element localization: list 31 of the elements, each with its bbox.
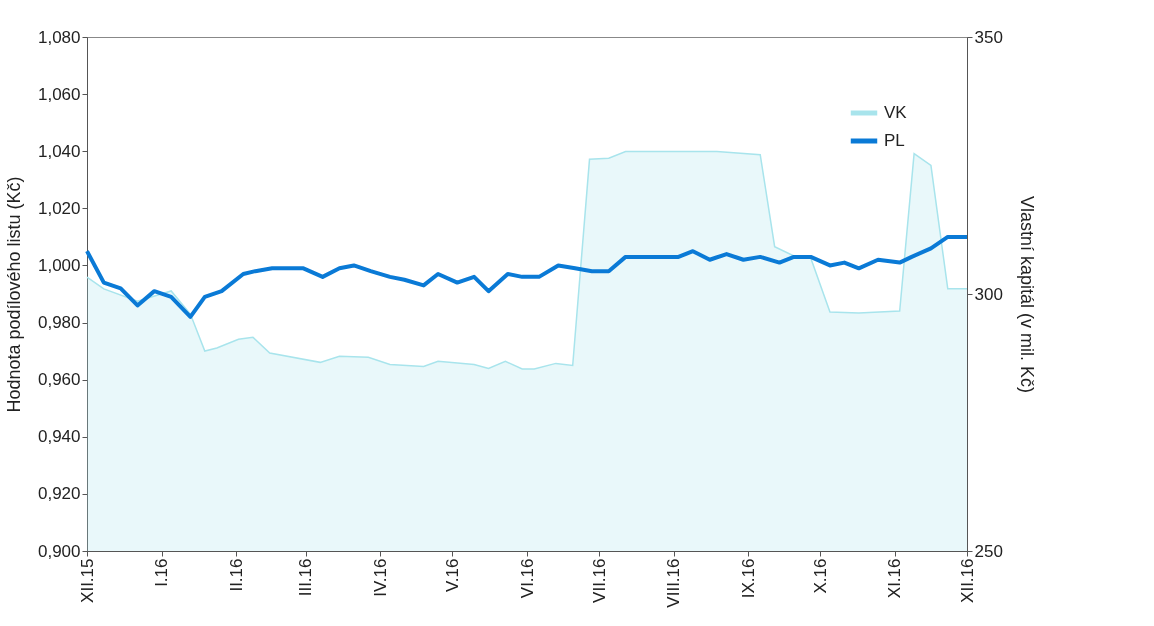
x-tick-label: XI.16 [885,558,905,599]
y2-tick-label: 250 [974,541,1003,561]
x-tick-label: VI.16 [517,558,537,599]
x-tick-label: III.16 [296,558,316,597]
x-tick-label: VII.16 [589,558,609,603]
x-tick-label: I.16 [152,558,172,587]
y-tick-label: 1,000 [37,255,81,275]
x-tick-label: IV.16 [370,558,390,597]
x-tick-label: XII.16 [957,558,977,603]
y2-tick-label: 300 [974,284,1003,304]
y-tick-label: 0,960 [37,370,81,390]
y-tick-label: 1,020 [37,198,81,218]
legend-label: VK [884,103,908,122]
x-tick-label: V.16 [442,558,462,592]
y-tick-label: 0,980 [37,313,81,333]
y-tick-label: 1,080 [37,27,81,47]
legend-label: PL [884,131,905,150]
y-tick-label: 0,900 [37,541,81,561]
y2-axis-title: Vlastní kapitál (v mil. Kč) [1016,195,1037,394]
line-series [85,234,969,319]
x-tick-label: XII.15 [77,558,97,603]
y-tick-label: 0,920 [37,484,81,504]
y-tick-label: 1,060 [37,84,81,104]
y-tick-label: 1,040 [37,141,81,161]
x-tick-label: X.16 [810,558,830,594]
y2-tick-label: 350 [974,27,1003,47]
y-axis-title: Hodnota podílového listu (Kč) [3,176,24,413]
x-tick-label: VIII.16 [664,558,684,608]
y-tick-label: 0,940 [37,427,81,447]
x-tick-label: II.16 [226,558,246,592]
x-tick-label: IX.16 [738,558,758,599]
